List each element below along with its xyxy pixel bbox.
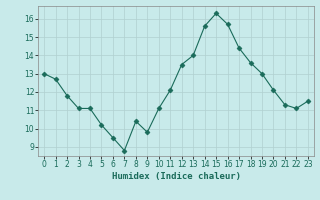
X-axis label: Humidex (Indice chaleur): Humidex (Indice chaleur)	[111, 172, 241, 181]
